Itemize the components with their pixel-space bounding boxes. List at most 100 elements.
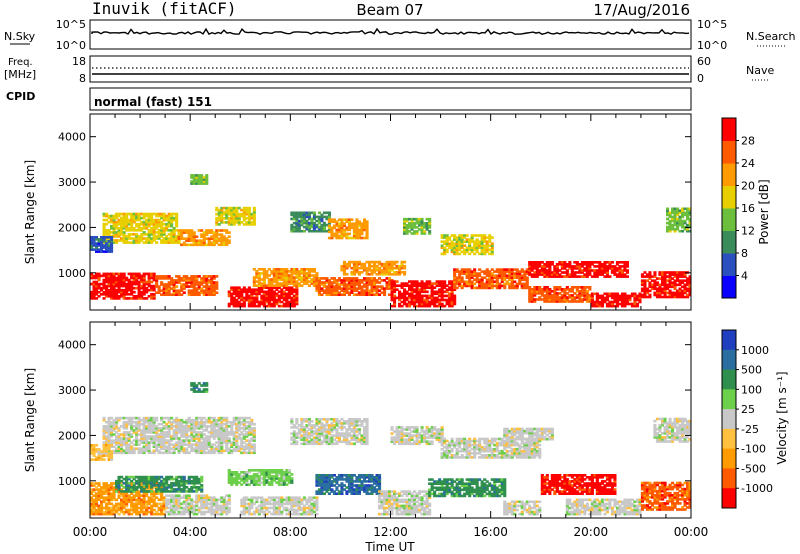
heatmap-cell	[285, 304, 289, 308]
heatmap-cell	[325, 293, 329, 296]
heatmap-cell	[230, 206, 234, 210]
heatmap-cell	[175, 222, 179, 226]
heatmap-cell	[112, 486, 116, 489]
heatmap-cell	[195, 283, 199, 286]
heatmap-cell	[307, 223, 311, 227]
heatmap-cell	[117, 218, 121, 222]
heatmap-cell	[495, 274, 499, 277]
heatmap-cell	[115, 216, 119, 220]
heatmap-cell	[140, 222, 144, 226]
heatmap-cell	[135, 286, 139, 290]
heatmap-cell	[255, 292, 259, 296]
heatmap-cell	[307, 213, 311, 217]
heatmap-cell	[307, 496, 311, 499]
heatmap-cell	[287, 296, 291, 300]
heatmap-cell	[403, 226, 407, 229]
heatmap-cell	[237, 296, 241, 300]
heatmap-cell	[413, 290, 417, 294]
heatmap-cell	[287, 300, 291, 304]
heatmap-cell	[172, 235, 176, 238]
heatmap-cell	[142, 488, 146, 491]
heatmap-cell	[608, 265, 612, 268]
heatmap-cell	[388, 283, 392, 286]
heatmap-cell	[172, 512, 176, 516]
heatmap-cell	[297, 215, 301, 219]
heatmap-cell	[490, 242, 494, 245]
heatmap-cell	[312, 221, 316, 225]
heatmap-cell	[408, 302, 412, 306]
heatmap-cell	[543, 263, 547, 266]
heatmap-cell	[95, 482, 99, 485]
heatmap-cell	[393, 271, 397, 274]
heatmap-cell	[232, 292, 236, 296]
heatmap-cell	[150, 239, 154, 242]
heatmap-cell	[122, 280, 126, 284]
heatmap-cell	[107, 244, 111, 247]
heatmap-cell	[460, 284, 464, 288]
heatmap-cell	[290, 278, 294, 281]
heatmap-cell	[363, 266, 367, 270]
heatmap-cell	[197, 477, 201, 481]
heatmap-cell	[671, 293, 675, 297]
heatmap-cell	[135, 214, 139, 218]
heatmap-cell	[613, 298, 617, 302]
heatmap-cell	[167, 293, 171, 296]
heatmap-cell	[327, 289, 331, 292]
heatmap-cell	[195, 243, 199, 247]
heatmap-cell	[650, 287, 654, 291]
heatmap-cell	[368, 260, 372, 264]
heatmap-cell	[270, 469, 274, 472]
heatmap-cell	[112, 490, 116, 493]
heatmap-cell	[533, 271, 537, 274]
heatmap-cell	[528, 288, 532, 291]
heatmap-cell	[686, 295, 690, 299]
heatmap-cell	[300, 219, 304, 223]
heatmap-cell	[180, 502, 184, 506]
heatmap-cell	[210, 281, 214, 284]
heatmap-cell	[240, 471, 244, 474]
heatmap-cell	[97, 295, 101, 298]
heatmap-cell	[147, 488, 151, 491]
heatmap-cell	[608, 304, 612, 308]
heatmap-cell	[578, 298, 582, 301]
heatmap-cell	[205, 510, 209, 514]
heatmap-cell	[137, 498, 141, 502]
heatmap-cell	[142, 280, 146, 284]
heatmap-cell	[403, 288, 407, 291]
heatmap-cell	[207, 237, 211, 240]
heatmap-cell	[468, 282, 472, 286]
heatmap-cell	[440, 302, 444, 306]
heatmap-cell	[200, 484, 204, 487]
heatmap-cell	[262, 512, 266, 516]
heatmap-cell	[267, 286, 271, 289]
heatmap-cell	[227, 239, 231, 242]
heatmap-cell	[150, 286, 154, 290]
heatmap-cell	[122, 241, 126, 244]
heatmap-cell	[460, 238, 464, 241]
heatmap-cell	[92, 484, 96, 487]
heatmap-cell	[190, 510, 194, 514]
heatmap-cell	[357, 285, 361, 288]
heatmap-cell	[683, 227, 687, 231]
heatmap-cell	[145, 224, 149, 228]
heatmap-cell	[307, 500, 311, 504]
heatmap-cell	[142, 220, 146, 224]
heatmap-cell	[373, 264, 377, 268]
heatmap-cell	[312, 278, 316, 281]
heatmap-cell	[272, 471, 276, 474]
heatmap-cell	[380, 287, 384, 290]
heatmap-cell	[613, 265, 617, 268]
heatmap-cell	[157, 229, 161, 232]
heatmap-cell	[95, 500, 99, 504]
heatmap-cell	[240, 298, 244, 302]
heatmap-cell	[292, 215, 296, 219]
heatmap-cell	[588, 271, 592, 274]
heatmap-cell	[105, 212, 109, 216]
heatmap-cell	[327, 227, 331, 231]
heatmap-cell	[130, 490, 134, 493]
heatmap-cell	[280, 473, 284, 476]
heatmap-cell	[250, 217, 254, 220]
heatmap-cell	[473, 248, 477, 252]
heatmap-cell	[147, 229, 151, 232]
heatmap-cell	[315, 492, 319, 495]
